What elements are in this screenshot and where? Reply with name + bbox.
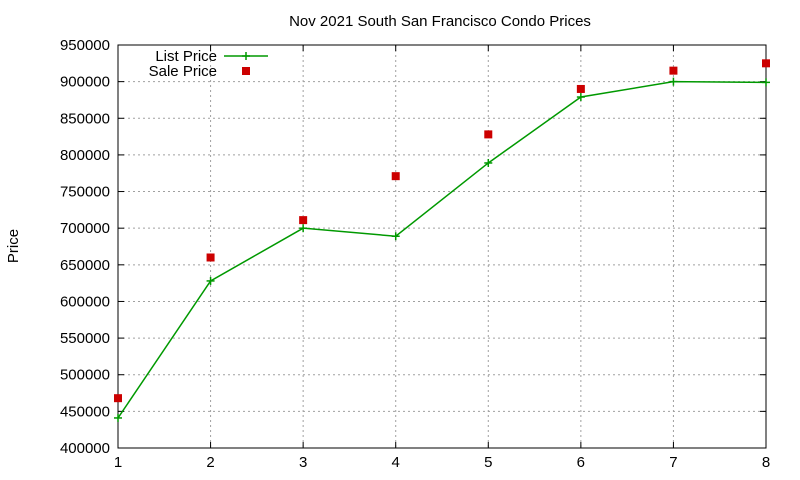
x-tick-label: 1 — [114, 454, 122, 471]
x-tick-label: 2 — [206, 454, 214, 471]
series-0 — [114, 77, 770, 422]
sale-price-point — [299, 216, 308, 225]
sale-price-point — [669, 66, 678, 75]
y-tick-label: 600000 — [60, 293, 110, 310]
chart-title: Nov 2021 South San Francisco Condo Price… — [289, 13, 591, 30]
axis-ticks: 1 2 3 4 5 6 7 8 400000 450000 500000 550000 600000 65… — [60, 37, 770, 471]
sale-price-point — [391, 172, 400, 181]
legend-plus-marker — [242, 52, 250, 60]
y-tick-label: 900000 — [60, 74, 110, 91]
y-tick-label: 750000 — [60, 184, 110, 201]
y-tick-label: 950000 — [60, 37, 110, 54]
list-price-point — [206, 276, 215, 285]
x-tick-label: 4 — [392, 454, 400, 471]
sale-price-point — [114, 394, 122, 403]
list-price-point — [576, 93, 585, 102]
y-tick-label: 650000 — [60, 257, 110, 274]
x-tick-label: 8 — [762, 454, 770, 471]
plot-frame — [117, 44, 767, 449]
legend-square-marker — [242, 67, 250, 75]
sale-price-point — [484, 130, 493, 139]
legend-label: List Price — [155, 48, 217, 65]
y-tick-label: 550000 — [60, 330, 110, 347]
list-price-point — [114, 413, 122, 422]
list-price-line — [117, 80, 767, 419]
y-axis-label: Price — [5, 229, 22, 263]
sale-price-point — [576, 84, 585, 93]
series — [114, 59, 770, 422]
list-price-point — [391, 232, 400, 241]
x-tick-label: 7 — [669, 454, 677, 471]
y-tick-label: 450000 — [60, 403, 110, 420]
list-price-point — [484, 158, 493, 167]
x-tick-label: 5 — [484, 454, 492, 471]
y-tick-label: 850000 — [60, 110, 110, 127]
y-tick-label: 400000 — [60, 440, 110, 457]
list-price-point — [669, 77, 678, 86]
x-tick-label: 6 — [577, 454, 585, 471]
y-tick-label: 500000 — [60, 367, 110, 384]
list-price-point — [762, 78, 770, 87]
sale-price-point — [206, 253, 215, 262]
x-tick-label: 3 — [299, 454, 307, 471]
series-1 — [114, 59, 770, 403]
legend-label: Sale Price — [149, 63, 217, 80]
y-tick-label: 700000 — [60, 220, 110, 237]
sale-price-point — [762, 59, 770, 68]
grid — [118, 45, 766, 448]
list-price-point — [299, 224, 308, 233]
y-tick-label: 800000 — [60, 147, 110, 164]
